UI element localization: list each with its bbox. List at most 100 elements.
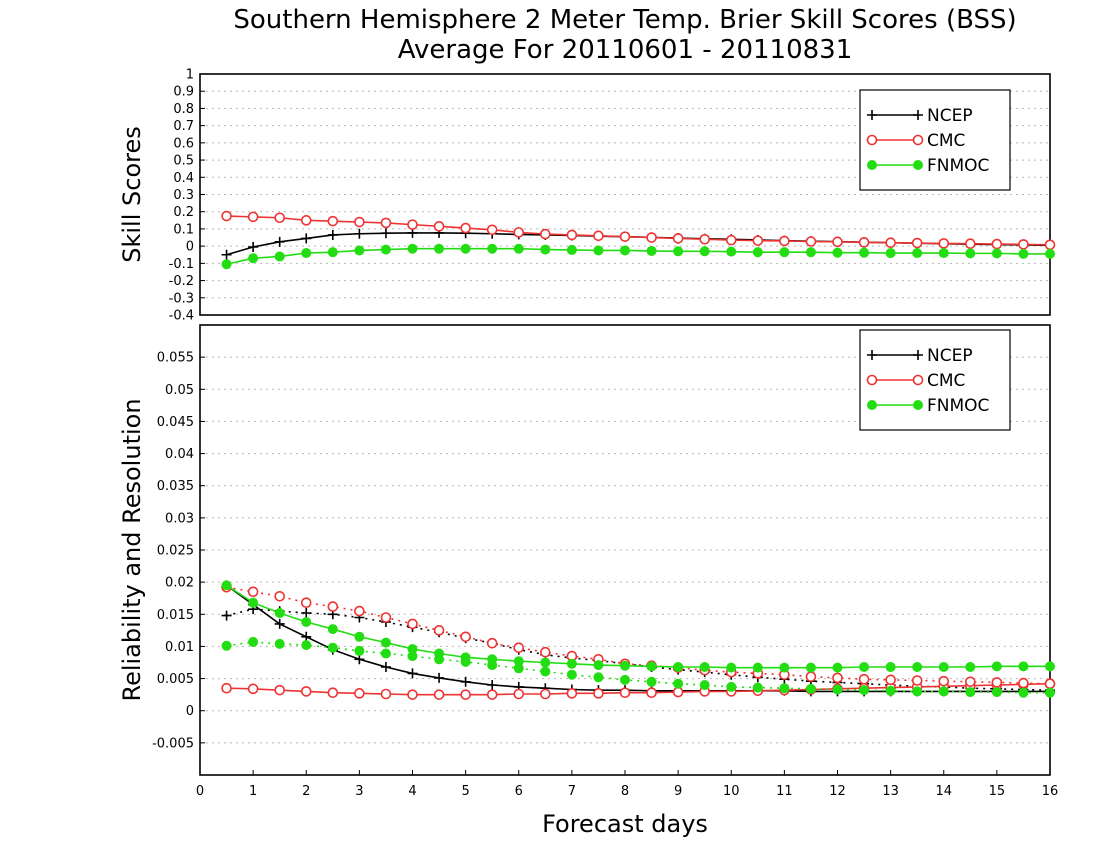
data-point [460,676,471,687]
data-point [938,662,949,672]
series-line [226,584,1050,693]
data-point [434,243,445,254]
data-point [407,219,418,230]
x-tick-label: 10 [723,784,740,799]
data-point [672,233,684,244]
x-tick-label: 9 [674,784,682,799]
legend-marker [913,400,923,410]
data-point [805,662,816,673]
y-tick-label: 0.4 [173,171,194,186]
data-point [327,229,338,240]
legend-marker [866,374,878,386]
data-point [380,648,391,659]
data-point [221,249,232,260]
data-point [832,672,843,684]
data-point [460,631,471,643]
data-point [354,688,365,699]
data-point [221,640,232,651]
data-point [911,237,923,249]
data-point [327,687,339,699]
y-axis-label: Skill Scores [118,126,146,263]
data-point [486,689,498,700]
legend-marker [867,400,877,410]
data-point [619,231,631,242]
data-point [460,222,471,234]
data-point [301,608,312,618]
legend-marker [913,160,923,170]
y-tick-label: -0.3 [169,291,194,306]
legend-marker [913,110,923,120]
y-tick-label: 0.03 [165,511,194,526]
x-tick-label: 15 [989,784,1006,799]
data-point [407,689,418,700]
data-point [859,247,870,258]
data-point [380,228,391,239]
data-point [301,248,312,259]
data-point [274,590,285,602]
legend-label: FNMOC [927,156,989,176]
data-point [673,662,684,672]
x-tick-label: 11 [776,784,793,799]
data-point [248,253,259,264]
data-point [300,686,312,697]
data-point [646,232,657,243]
data-point [593,660,604,671]
y-tick-label: -0.2 [169,274,194,289]
data-point [327,624,338,635]
y-tick-label: 0.7 [173,119,194,134]
data-point [487,243,498,254]
data-point [513,663,524,674]
y-tick-label: 0.045 [157,415,194,430]
data-point [991,238,1003,250]
data-point [380,637,391,648]
y-tick-label: 0.2 [173,205,194,220]
y-tick-label: 0.025 [157,544,194,559]
data-point [832,684,843,695]
x-tick-label: 12 [829,784,846,799]
data-point [965,238,976,250]
data-point [752,247,763,258]
data-point [912,248,923,259]
y-tick-label: -0.4 [169,309,194,324]
data-point [885,237,896,248]
data-point [938,675,950,687]
data-point [513,243,524,254]
data-point [726,681,737,692]
data-point [487,660,498,671]
data-point [991,677,1003,688]
data-point [247,211,259,223]
data-point [460,243,471,254]
legend-marker [866,134,878,146]
data-point [274,608,285,618]
data-point [752,235,764,246]
x-tick-label: 8 [621,784,629,799]
data-point [699,233,710,245]
data-point [434,654,445,665]
x-axis-label: Forecast days [542,810,708,838]
data-point [1045,248,1055,259]
data-point [779,662,790,673]
series-fnmoc-dotted [221,636,1055,698]
x-tick-label: 2 [302,784,310,799]
legend-marker [867,160,877,170]
data-point [1018,239,1029,250]
data-point [726,662,737,673]
data-point [779,235,790,247]
data-point [593,230,604,242]
data-point [460,689,471,700]
data-point [1018,687,1029,698]
x-tick-label: 4 [408,784,416,799]
series-cmc-solid [221,678,1056,700]
data-point [991,687,1002,698]
y-tick-label: 0.015 [157,608,194,623]
data-point [991,248,1002,259]
legend-marker [867,110,877,120]
data-point [938,238,950,249]
data-point [354,228,365,239]
chart-title-line1: Southern Hemisphere 2 Meter Temp. Brier … [233,5,1016,35]
data-point [407,651,418,662]
data-point [354,654,365,665]
plot-frame [199,73,1051,316]
series-line [226,608,1051,691]
data-point [380,688,392,700]
